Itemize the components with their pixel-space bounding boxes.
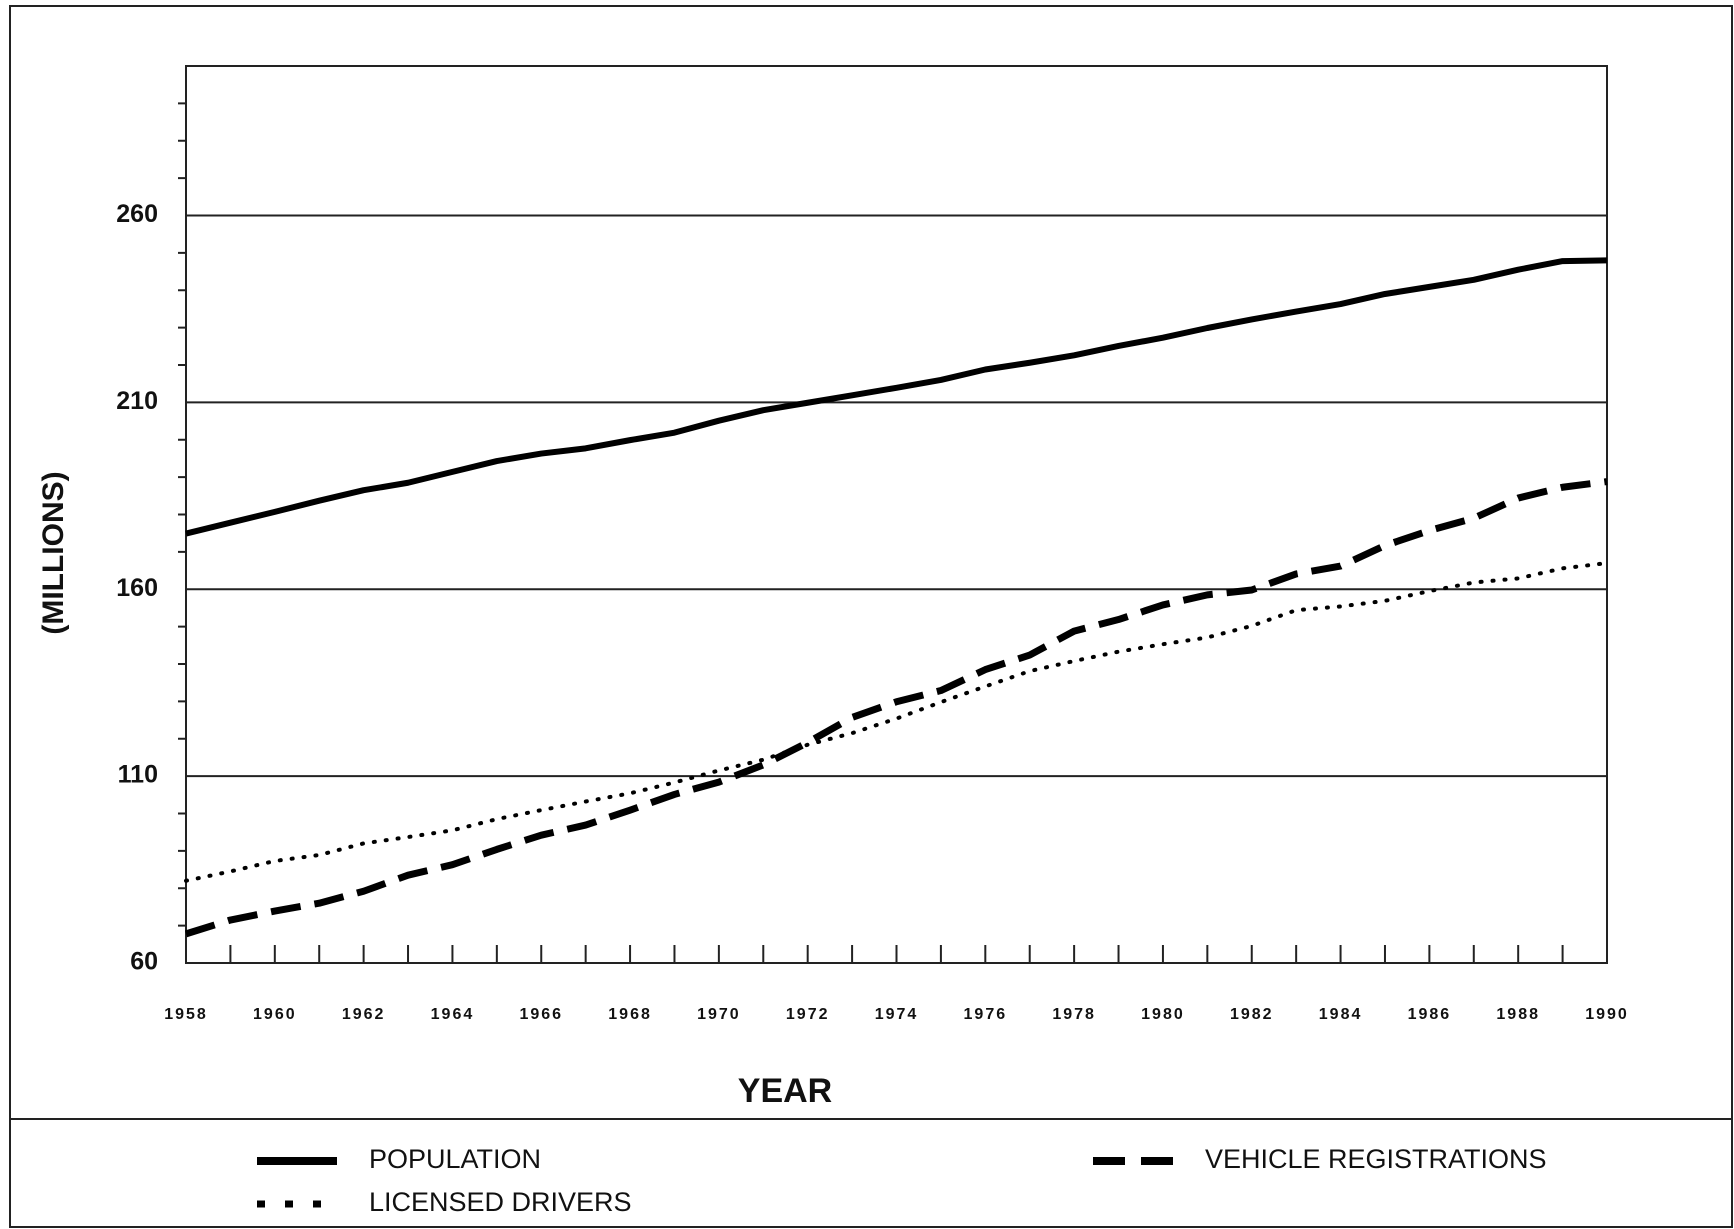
legend-label: LICENSED DRIVERS <box>369 1187 632 1217</box>
x-tick-label: 1974 <box>875 1006 919 1023</box>
y-tick-label: 260 <box>116 200 158 228</box>
series-line <box>185 257 1608 537</box>
x-tick-label: 1990 <box>1585 1006 1629 1023</box>
x-tick-label: 1976 <box>964 1006 1008 1023</box>
x-tick-label: 1962 <box>342 1006 386 1023</box>
y-tick-label: 160 <box>116 574 158 602</box>
x-tick-label: 1984 <box>1319 1006 1363 1023</box>
y-tick-label: 110 <box>118 761 158 789</box>
series-line <box>184 478 1608 938</box>
y-tick-label: 60 <box>130 948 158 976</box>
x-tick-label: 1986 <box>1408 1006 1452 1023</box>
x-tick-label: 1966 <box>519 1006 563 1023</box>
y-axis-label: (MILLIONS) <box>37 471 70 634</box>
x-tick-label: 1972 <box>786 1006 830 1023</box>
x-tick-label: 1980 <box>1141 1006 1185 1023</box>
series-line <box>184 561 1609 883</box>
x-tick-label: 1964 <box>431 1006 475 1023</box>
legend-label: VEHICLE REGISTRATIONS <box>1205 1144 1547 1174</box>
y-tick-label: 210 <box>116 387 158 415</box>
x-tick-label: 1968 <box>608 1006 652 1023</box>
x-tick-label: 1960 <box>253 1006 297 1023</box>
x-tick-label: 1958 <box>164 1006 208 1023</box>
frame <box>9 5 1733 1228</box>
x-tick-label: 1982 <box>1230 1006 1274 1023</box>
plot-frame <box>185 65 1608 964</box>
x-tick-label: 1988 <box>1496 1006 1540 1023</box>
x-tick-label: 1970 <box>697 1006 741 1023</box>
legend-label: POPULATION <box>369 1144 541 1174</box>
x-axis-label: YEAR <box>738 1072 832 1110</box>
x-tick-label: 1978 <box>1052 1006 1096 1023</box>
